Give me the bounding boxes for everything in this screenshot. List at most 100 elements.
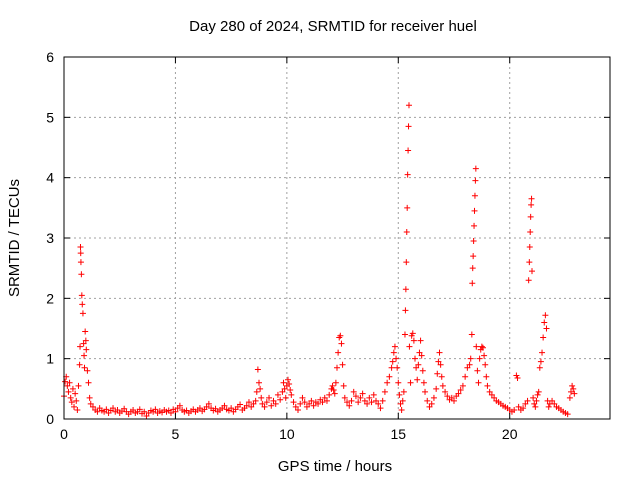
data-point — [281, 385, 288, 392]
data-point — [525, 277, 532, 284]
data-point — [340, 382, 347, 389]
data-point — [287, 387, 294, 394]
data-point — [475, 379, 482, 386]
data-point — [404, 204, 411, 211]
data-point — [438, 373, 445, 380]
data-point — [69, 385, 76, 392]
data-point — [377, 405, 384, 412]
data-point — [346, 402, 353, 409]
data-point — [390, 349, 397, 356]
data-point — [295, 406, 301, 413]
data-point — [471, 192, 478, 199]
data-point — [79, 310, 86, 317]
data-point — [448, 394, 455, 401]
data-point — [403, 259, 410, 266]
data-point — [529, 268, 535, 275]
data-point — [85, 379, 92, 386]
data-point — [564, 411, 571, 418]
data-point — [319, 399, 326, 406]
data-point — [301, 399, 308, 406]
y-tick-label: 5 — [46, 109, 54, 125]
data-point — [77, 244, 84, 251]
data-point — [357, 394, 364, 401]
data-point — [152, 406, 159, 413]
data-point — [524, 397, 531, 404]
data-point — [253, 388, 260, 395]
data-point — [87, 400, 94, 407]
data-point — [279, 388, 286, 395]
data-point — [68, 399, 75, 406]
data-point — [379, 397, 386, 404]
x-axis-label: GPS time / hours — [278, 458, 392, 475]
data-point — [65, 388, 72, 395]
data-point — [478, 343, 485, 350]
data-point — [261, 403, 268, 410]
data-point — [442, 388, 449, 395]
data-point — [491, 394, 498, 401]
data-point — [473, 343, 480, 350]
data-point — [143, 412, 150, 419]
data-point — [77, 343, 84, 350]
x-tick-label: 15 — [390, 426, 406, 442]
data-point — [277, 396, 284, 403]
data-point — [545, 403, 552, 410]
data-point — [464, 364, 471, 371]
data-point — [310, 402, 317, 409]
data-point — [326, 391, 333, 398]
data-point — [256, 379, 262, 386]
data-point — [471, 222, 478, 229]
data-point — [344, 399, 351, 406]
data-point — [74, 406, 81, 413]
data-point — [375, 400, 382, 407]
chart-title: Day 280 of 2024, SRMTID for receiver hue… — [189, 18, 477, 35]
data-point — [84, 367, 91, 374]
data-point — [459, 382, 466, 389]
data-point — [103, 406, 110, 413]
y-tick-label: 0 — [46, 411, 54, 427]
data-point — [405, 123, 412, 130]
data-point — [526, 244, 533, 251]
data-point — [355, 399, 362, 406]
data-point — [401, 331, 408, 338]
data-point — [535, 388, 542, 395]
data-point — [272, 400, 279, 407]
data-point — [437, 361, 444, 368]
data-point — [308, 397, 315, 404]
data-point — [399, 397, 406, 404]
data-point — [424, 397, 431, 404]
data-point — [514, 374, 521, 381]
data-point — [472, 177, 479, 184]
data-point — [530, 394, 537, 401]
data-point — [488, 391, 495, 398]
data-point — [457, 387, 464, 394]
data-point — [416, 349, 423, 356]
data-point — [474, 367, 481, 374]
data-point — [66, 379, 73, 386]
data-point — [396, 391, 403, 398]
data-point — [299, 394, 306, 401]
data-point — [410, 337, 417, 344]
data-point — [82, 328, 89, 335]
data-point — [400, 388, 407, 395]
data-point — [404, 171, 411, 178]
data-point — [110, 405, 117, 412]
data-point — [484, 382, 491, 389]
data-point — [397, 400, 404, 407]
y-axis-label: SRMTID / TECUs — [6, 179, 23, 297]
data-point — [78, 271, 85, 278]
data-point — [527, 213, 534, 220]
data-point — [407, 379, 414, 386]
data-point — [468, 331, 475, 338]
data-point — [77, 259, 84, 266]
data-point — [522, 400, 529, 407]
data-point — [531, 400, 538, 407]
data-point — [270, 397, 277, 404]
data-point — [414, 376, 421, 383]
data-point — [136, 406, 143, 413]
data-point — [76, 361, 83, 368]
data-point — [418, 352, 425, 359]
data-point — [259, 400, 266, 407]
data-point — [332, 379, 339, 386]
data-point — [398, 406, 405, 413]
data-point — [537, 358, 544, 365]
